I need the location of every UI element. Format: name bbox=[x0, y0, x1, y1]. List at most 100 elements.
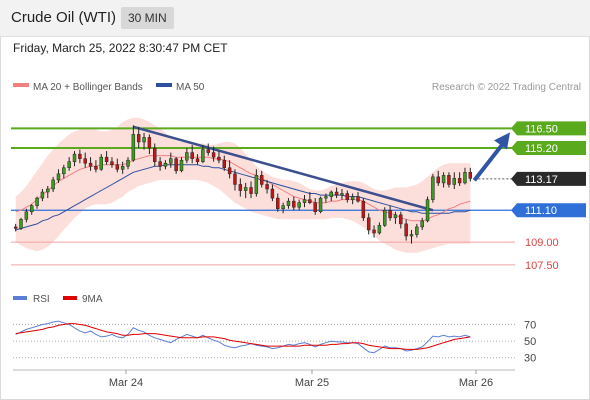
last-price-label: 113.17 bbox=[525, 174, 558, 186]
candle bbox=[281, 202, 285, 214]
candle bbox=[383, 207, 387, 227]
candle bbox=[457, 172, 462, 186]
candle bbox=[136, 126, 141, 149]
candle bbox=[206, 143, 210, 156]
forecast-arrow-shaft bbox=[472, 141, 506, 182]
candle bbox=[142, 132, 146, 150]
candle bbox=[120, 161, 125, 174]
rsi-tick-label: 70 bbox=[524, 319, 536, 331]
candle bbox=[249, 181, 253, 199]
candle bbox=[377, 222, 382, 235]
candle bbox=[318, 196, 323, 214]
candle bbox=[356, 192, 360, 203]
legend-swatch-9ma bbox=[63, 296, 77, 300]
candle bbox=[324, 193, 328, 203]
candle bbox=[153, 143, 157, 167]
trendline bbox=[133, 125, 434, 212]
candle bbox=[201, 145, 205, 164]
candle bbox=[185, 148, 189, 164]
instrument-title: Crude Oil (WTI) bbox=[11, 9, 116, 26]
candle bbox=[147, 134, 152, 155]
candle bbox=[431, 173, 435, 203]
candle bbox=[83, 152, 87, 168]
last-price-tag: 113.17 bbox=[511, 171, 586, 186]
candle bbox=[131, 125, 136, 162]
candle bbox=[222, 155, 226, 171]
ma50-line bbox=[15, 164, 471, 231]
chart-header: Crude Oil (WTI) 30 MIN bbox=[0, 0, 590, 37]
candle bbox=[452, 172, 456, 189]
candle bbox=[425, 196, 430, 223]
candle bbox=[334, 187, 339, 199]
candle bbox=[388, 205, 392, 221]
candle bbox=[366, 213, 371, 235]
candle bbox=[195, 154, 200, 165]
candle bbox=[104, 151, 109, 165]
candle bbox=[436, 170, 440, 186]
candle bbox=[40, 189, 45, 202]
timestamp: Friday, March 25, 2022 8:30:47 PM CET bbox=[13, 41, 228, 55]
legend-label-9ma: 9MA bbox=[82, 294, 103, 305]
candle bbox=[35, 196, 39, 209]
candle bbox=[345, 190, 350, 203]
forecast-arrow-head bbox=[494, 132, 510, 150]
legend-label-rsi: RSI bbox=[33, 294, 50, 305]
candle bbox=[409, 229, 414, 244]
pivot-label: 111.10 bbox=[525, 205, 557, 217]
candle bbox=[190, 145, 194, 164]
resistance-label: 115.20 bbox=[525, 143, 558, 155]
candle bbox=[447, 172, 451, 188]
candle bbox=[270, 184, 275, 202]
candle bbox=[88, 157, 93, 171]
candle bbox=[99, 154, 103, 171]
candle bbox=[308, 192, 312, 205]
candle bbox=[94, 160, 98, 173]
candle bbox=[350, 193, 355, 205]
legend-label-ma50: MA 50 bbox=[176, 82, 205, 93]
candle bbox=[19, 217, 23, 230]
resistance-label: 116.50 bbox=[525, 123, 558, 135]
candle bbox=[393, 211, 398, 224]
rsi-tick-label: 30 bbox=[524, 353, 536, 365]
rsi-tick-label: 50 bbox=[524, 336, 536, 348]
candle bbox=[179, 157, 184, 173]
rsi-9ma-line bbox=[15, 323, 471, 350]
candle bbox=[404, 219, 408, 241]
candle bbox=[30, 204, 34, 215]
candle bbox=[243, 182, 248, 199]
candle bbox=[238, 178, 243, 197]
candle bbox=[126, 157, 130, 170]
legend-swatch-ma50 bbox=[156, 83, 172, 87]
legend-swatch-rsi bbox=[13, 296, 27, 300]
candle bbox=[72, 151, 77, 167]
candle bbox=[399, 211, 403, 229]
candle bbox=[361, 198, 366, 221]
candle bbox=[292, 196, 296, 211]
candle bbox=[217, 151, 221, 164]
candle bbox=[297, 199, 301, 211]
candle bbox=[211, 146, 216, 162]
candle bbox=[265, 179, 269, 194]
x-tick-label: Mar 25 bbox=[295, 377, 329, 389]
candle bbox=[46, 185, 50, 199]
candle bbox=[115, 158, 120, 173]
support-label: 107.50 bbox=[525, 260, 559, 272]
resistance-tag: 116.50 bbox=[511, 121, 586, 136]
candle bbox=[62, 164, 66, 179]
timeframe-badge[interactable]: 30 MIN bbox=[121, 7, 174, 29]
legend-label-ma20: MA 20 + Bollinger Bands bbox=[33, 82, 143, 93]
candle bbox=[463, 167, 467, 185]
rsi-line bbox=[15, 320, 471, 354]
candle bbox=[67, 157, 71, 171]
candle bbox=[13, 223, 18, 232]
candle bbox=[169, 152, 173, 168]
x-tick-label: Mar 26 bbox=[459, 377, 493, 389]
candle bbox=[441, 172, 446, 188]
support-label: 109.00 bbox=[525, 237, 559, 249]
candle bbox=[286, 198, 291, 209]
resistance-tag: 115.20 bbox=[511, 141, 586, 156]
candle bbox=[24, 208, 29, 223]
candle bbox=[468, 167, 473, 182]
candle bbox=[420, 217, 424, 230]
